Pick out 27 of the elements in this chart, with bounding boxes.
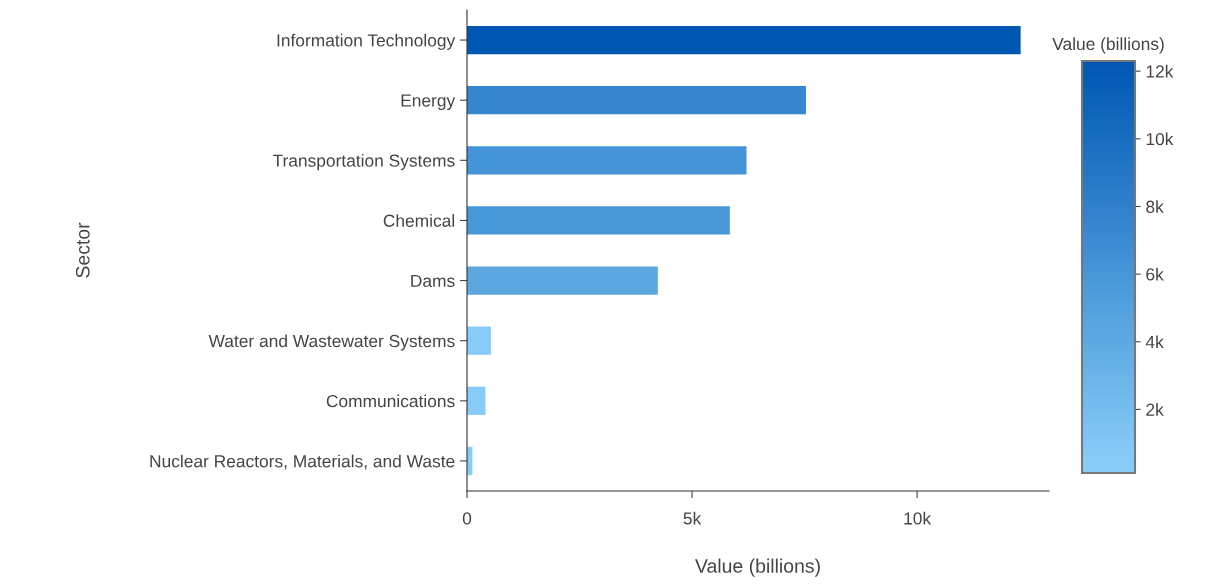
bar [467,86,806,115]
color-bar-label: 2k [1146,403,1164,416]
color-bar-title: Value (billions) [1052,37,1164,54]
x-tick-label: 0 [462,512,472,525]
bar [467,326,491,355]
bar [467,146,747,175]
bar [467,206,730,235]
y-tick-label: Information Technology [277,33,456,50]
y-tick-label: Dams [411,274,455,288]
y-tick-label: Energy [401,94,456,111]
y-tick-label: Water and Wastewater Systems [208,334,455,351]
y-tick-label: Communications [326,394,455,408]
x-tick-label: 10k [904,511,932,525]
bar [467,386,486,415]
y-tick-label: Chemical [383,214,455,227]
color-bar-label: 12k [1146,64,1174,78]
y-axis-title: Sector [75,222,90,278]
y-tick-label: Nuclear Reactors, Materials, and Waste [150,454,455,470]
x-tick-label: 5k [683,511,702,525]
color-bar-label: 4k [1145,335,1164,349]
bar [467,25,1021,55]
color-bar-label: 6k [1146,267,1164,281]
color-bar-label: 10k [1146,132,1174,146]
x-axis-title: Value (billions) [695,558,820,577]
color-bar-label: 8k [1146,200,1164,213]
y-tick-label: Transportation Systems [272,154,455,171]
bar [467,266,658,295]
